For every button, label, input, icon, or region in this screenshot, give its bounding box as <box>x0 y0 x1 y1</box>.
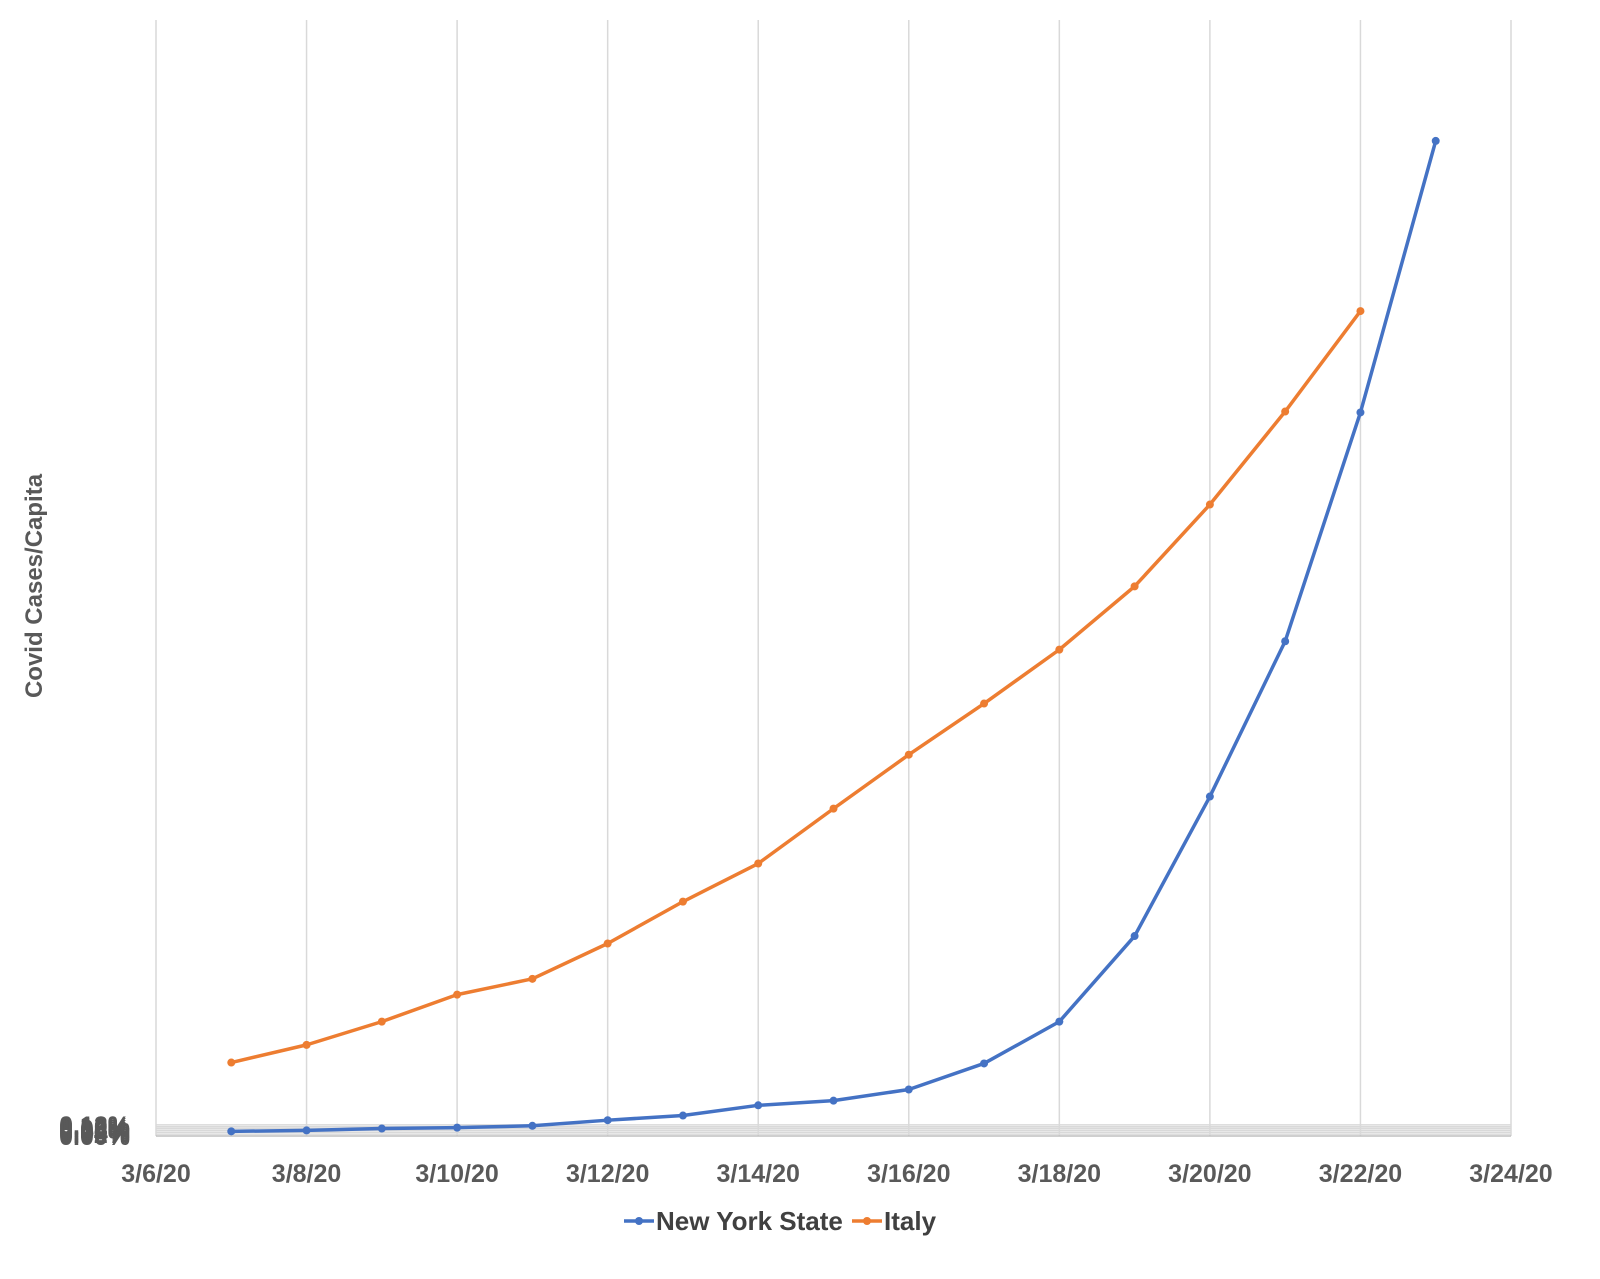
data-point-italy <box>1356 307 1365 316</box>
data-point-new-york-state <box>1281 637 1290 646</box>
data-point-italy <box>453 990 462 999</box>
data-point-italy <box>980 699 989 708</box>
data-point-new-york-state <box>302 1126 311 1135</box>
x-tick-label: 3/6/20 <box>121 1160 191 1188</box>
x-tick-label: 3/18/20 <box>1018 1160 1101 1188</box>
x-tick-label: 3/20/20 <box>1168 1160 1251 1188</box>
data-point-italy <box>1281 407 1290 416</box>
x-tick-label: 3/24/20 <box>1469 1160 1552 1188</box>
data-point-new-york-state <box>980 1059 989 1068</box>
x-tick-label: 3/8/20 <box>272 1160 342 1188</box>
data-point-new-york-state <box>1205 792 1214 801</box>
x-tick-label: 3/22/20 <box>1319 1160 1402 1188</box>
tick-labels: 0.00%0.02%0.04%0.06%0.08%0.10%0.12% 3/6/2… <box>59 1112 1553 1188</box>
legend-marker <box>635 1217 643 1225</box>
data-point-italy <box>754 859 763 868</box>
series-italy <box>227 307 1365 1067</box>
data-point-new-york-state <box>528 1121 537 1130</box>
data-point-new-york-state <box>453 1123 462 1132</box>
data-point-italy <box>227 1058 236 1067</box>
x-tick-label: 3/10/20 <box>415 1160 498 1188</box>
data-point-italy <box>904 750 913 759</box>
data-point-new-york-state <box>1055 1017 1064 1026</box>
data-point-new-york-state <box>377 1124 386 1133</box>
y-tick-label: 0.12% <box>59 1112 130 1140</box>
y-tick-label: 0.10% <box>59 1114 130 1142</box>
data-point-new-york-state <box>1130 932 1139 941</box>
x-tick-label: 3/14/20 <box>717 1160 800 1188</box>
x-tick-label: 3/12/20 <box>566 1160 649 1188</box>
data-point-new-york-state <box>904 1085 913 1094</box>
data-point-italy <box>1130 582 1139 591</box>
data-point-new-york-state <box>678 1111 687 1120</box>
data-point-italy <box>603 939 612 948</box>
y-tick-label: 0.04% <box>59 1119 130 1147</box>
legend: New York State Italy <box>624 1206 937 1236</box>
data-point-italy <box>678 897 687 906</box>
legend-label: Italy <box>884 1206 937 1236</box>
legend-item-italy: Italy <box>852 1206 937 1236</box>
y-tick-label: 0.00% <box>59 1123 130 1151</box>
y-axis-title: Covid Cases/Capita <box>21 473 48 698</box>
legend-marker <box>863 1217 871 1225</box>
y-tick-label: 0.06% <box>59 1117 130 1145</box>
data-point-italy <box>829 804 838 813</box>
y-tick-label: 0.08% <box>59 1116 130 1144</box>
series-new-york-state <box>227 136 1440 1136</box>
series-line-italy <box>229 309 1363 1065</box>
data-point-italy <box>377 1017 386 1026</box>
series <box>227 136 1440 1136</box>
data-point-new-york-state <box>829 1096 838 1105</box>
data-point-italy <box>1055 645 1064 654</box>
data-point-italy <box>302 1040 311 1049</box>
data-point-new-york-state <box>603 1116 612 1125</box>
x-tick-label: 3/16/20 <box>867 1160 950 1188</box>
data-point-new-york-state <box>754 1101 763 1110</box>
data-point-new-york-state <box>1356 408 1365 417</box>
y-tick-label: 0.02% <box>59 1121 130 1149</box>
data-point-italy <box>528 974 537 983</box>
data-point-new-york-state <box>1431 136 1440 145</box>
data-point-italy <box>1205 500 1214 509</box>
data-point-new-york-state <box>227 1127 236 1136</box>
legend-label: New York State <box>656 1206 843 1236</box>
series-line-new-york-state <box>229 139 1438 1134</box>
legend-item-new-york-state: New York State <box>624 1206 843 1236</box>
